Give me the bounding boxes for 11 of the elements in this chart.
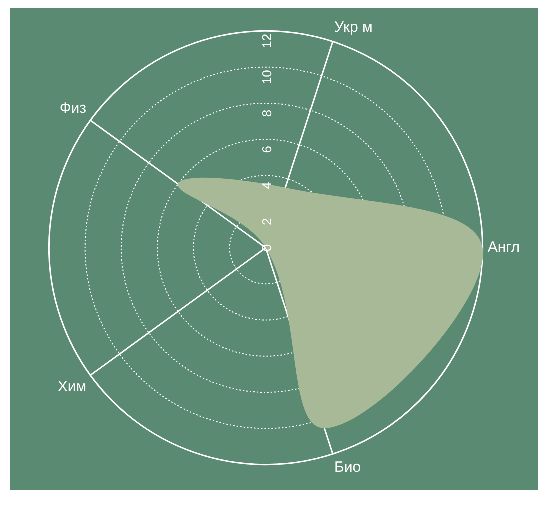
- spoke-label: Укр м: [334, 19, 373, 36]
- y-tick-label: 6: [260, 146, 275, 154]
- spoke-label: Физ: [60, 100, 87, 117]
- spoke-label: Био: [334, 459, 362, 476]
- y-tick-label: 10: [260, 70, 275, 85]
- spoke-label: Англ: [488, 239, 520, 256]
- y-tick-label: 12: [260, 34, 275, 48]
- y-tick-label: 4: [260, 182, 275, 190]
- y-tick-label: 8: [260, 110, 275, 118]
- y-tick-label: 2: [260, 218, 275, 226]
- spoke-label: Хим: [58, 378, 87, 396]
